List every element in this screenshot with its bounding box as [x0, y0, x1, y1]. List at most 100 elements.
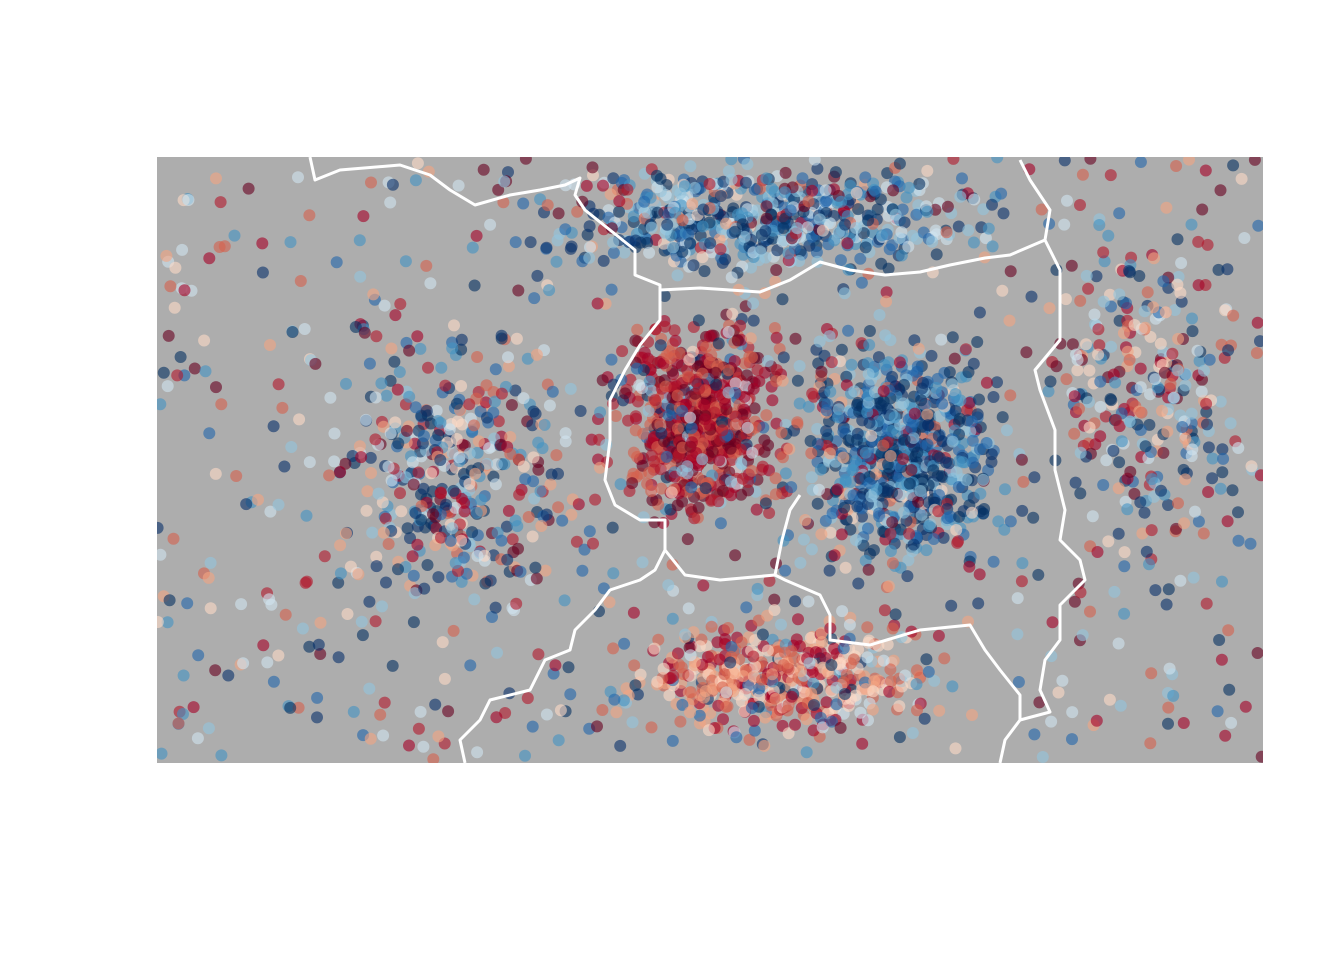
point: [842, 324, 855, 337]
point: [770, 364, 783, 376]
point: [215, 749, 228, 762]
point: [192, 649, 205, 662]
point: [1052, 686, 1065, 699]
point: [1070, 348, 1083, 361]
point: [1028, 728, 1041, 741]
point: [363, 357, 376, 370]
point: [725, 641, 738, 653]
point: [583, 220, 596, 233]
point: [285, 441, 298, 453]
point: [778, 646, 791, 659]
point: [940, 226, 953, 239]
point: [747, 650, 760, 663]
point: [648, 516, 661, 529]
point: [455, 380, 468, 392]
point: [604, 188, 617, 201]
point: [1215, 653, 1228, 666]
point: [353, 440, 366, 453]
point: [1071, 364, 1084, 377]
point: [421, 559, 434, 571]
point: [835, 528, 848, 541]
point: [589, 493, 602, 506]
point: [528, 292, 541, 305]
point: [738, 390, 751, 403]
point: [710, 378, 723, 391]
point: [256, 237, 269, 250]
point: [1222, 624, 1235, 637]
point: [1104, 393, 1117, 405]
point: [906, 229, 919, 242]
point: [394, 298, 407, 310]
point: [820, 425, 833, 437]
point: [160, 249, 173, 262]
point: [418, 430, 430, 442]
point: [412, 466, 425, 479]
point: [522, 511, 535, 523]
point: [893, 700, 906, 713]
point: [980, 376, 993, 389]
point: [349, 321, 362, 333]
point: [776, 374, 789, 387]
point: [1109, 376, 1122, 389]
point: [366, 526, 379, 539]
point: [264, 339, 276, 351]
point: [848, 385, 861, 398]
point: [816, 721, 829, 734]
point: [380, 389, 393, 402]
point: [854, 706, 867, 719]
point: [237, 657, 250, 670]
point: [617, 694, 630, 707]
point: [714, 243, 727, 256]
point: [875, 399, 888, 412]
point: [1066, 733, 1078, 746]
point: [946, 378, 959, 391]
point: [868, 386, 881, 399]
point: [1104, 169, 1117, 182]
point: [1162, 583, 1175, 596]
point: [779, 467, 792, 480]
point: [1035, 203, 1048, 216]
point: [1167, 689, 1180, 702]
point: [257, 639, 270, 652]
point: [794, 665, 807, 678]
point: [729, 377, 742, 390]
point: [629, 424, 642, 437]
point: [311, 711, 323, 724]
point: [164, 280, 177, 293]
point: [204, 556, 217, 569]
point: [977, 473, 990, 486]
point: [1185, 218, 1198, 231]
point: [1123, 265, 1135, 277]
point: [878, 359, 891, 371]
point: [583, 251, 596, 264]
point: [1175, 257, 1188, 269]
point: [765, 699, 777, 712]
point: [1214, 482, 1227, 495]
point: [856, 510, 868, 523]
point: [831, 483, 844, 496]
point: [1245, 460, 1258, 473]
point: [766, 394, 779, 407]
point: [1097, 479, 1110, 491]
point: [886, 370, 899, 383]
point: [995, 187, 1008, 200]
point: [713, 454, 726, 467]
point: [714, 517, 727, 530]
point: [332, 651, 345, 664]
point: [293, 413, 306, 426]
point: [649, 323, 662, 336]
point: [943, 366, 956, 379]
point: [1201, 418, 1213, 431]
point: [509, 384, 522, 397]
point: [385, 474, 398, 487]
point: [671, 389, 684, 402]
point: [463, 398, 476, 411]
point: [626, 477, 639, 490]
point: [1102, 229, 1115, 242]
point: [826, 507, 839, 520]
point: [921, 164, 934, 177]
point: [369, 433, 382, 446]
point: [1056, 674, 1069, 687]
point: [986, 240, 999, 253]
point: [855, 276, 868, 289]
